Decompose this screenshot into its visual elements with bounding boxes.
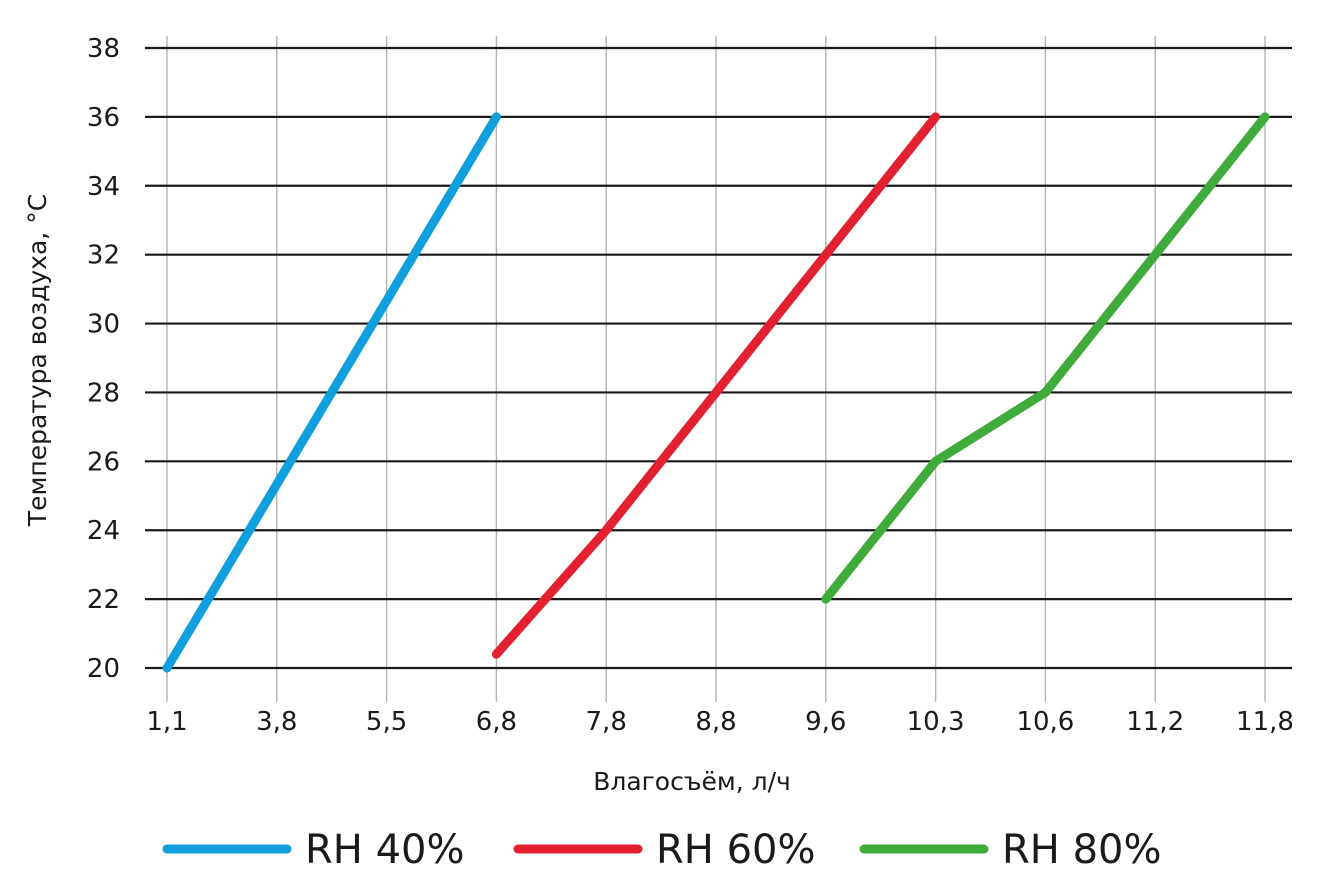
series-lines [162,112,1270,673]
y-tick-label: 30 [87,310,120,340]
x-axis-label: Влагосъём, л/ч [593,767,791,796]
legend-label: RH 80% [1002,827,1162,873]
y-axis-label: Температура воздуха, °С [23,194,52,527]
x-tick-label: 6,8 [476,707,517,737]
series-line [821,112,1270,604]
x-tick-labels: 1,1 3,8 5,5 6,8 7,8 8,8 9,6 10,3 10,6 11,2 11,8 [146,707,1294,737]
x-tick-label: 10,3 [907,707,965,737]
x-tick-label: 11,8 [1236,707,1294,737]
x-tick-label: 10,6 [1016,707,1074,737]
y-tick-label: 32 [87,241,120,271]
legend: RH 40% RH 60% RH 80% [162,827,1162,873]
series-line [162,112,501,673]
x-tick-label: 5,5 [366,707,407,737]
x-tick-label: 7,8 [586,707,627,737]
x-tick-label: 9,6 [805,707,846,737]
legend-label: RH 60% [656,827,816,873]
y-tick-label: 24 [87,516,120,546]
x-tick-label: 11,2 [1126,707,1184,737]
horizontal-grid [145,46,1292,670]
y-tick-label: 28 [87,378,120,408]
vertical-grid [166,36,1266,702]
y-tick-label: 26 [87,447,120,477]
y-tick-label: 36 [87,103,120,133]
x-tick-label: 3,8 [256,707,297,737]
y-tick-label: 22 [87,585,120,615]
series-line [491,112,941,659]
legend-label: RH 40% [305,827,465,873]
x-tick-label: 8,8 [695,707,736,737]
y-tick-label: 38 [87,34,120,64]
y-tick-labels: 20 22 24 26 28 30 32 34 36 38 [87,34,120,684]
x-tick-label: 1,1 [146,707,187,737]
y-tick-label: 34 [87,172,120,202]
y-tick-label: 20 [87,654,120,684]
